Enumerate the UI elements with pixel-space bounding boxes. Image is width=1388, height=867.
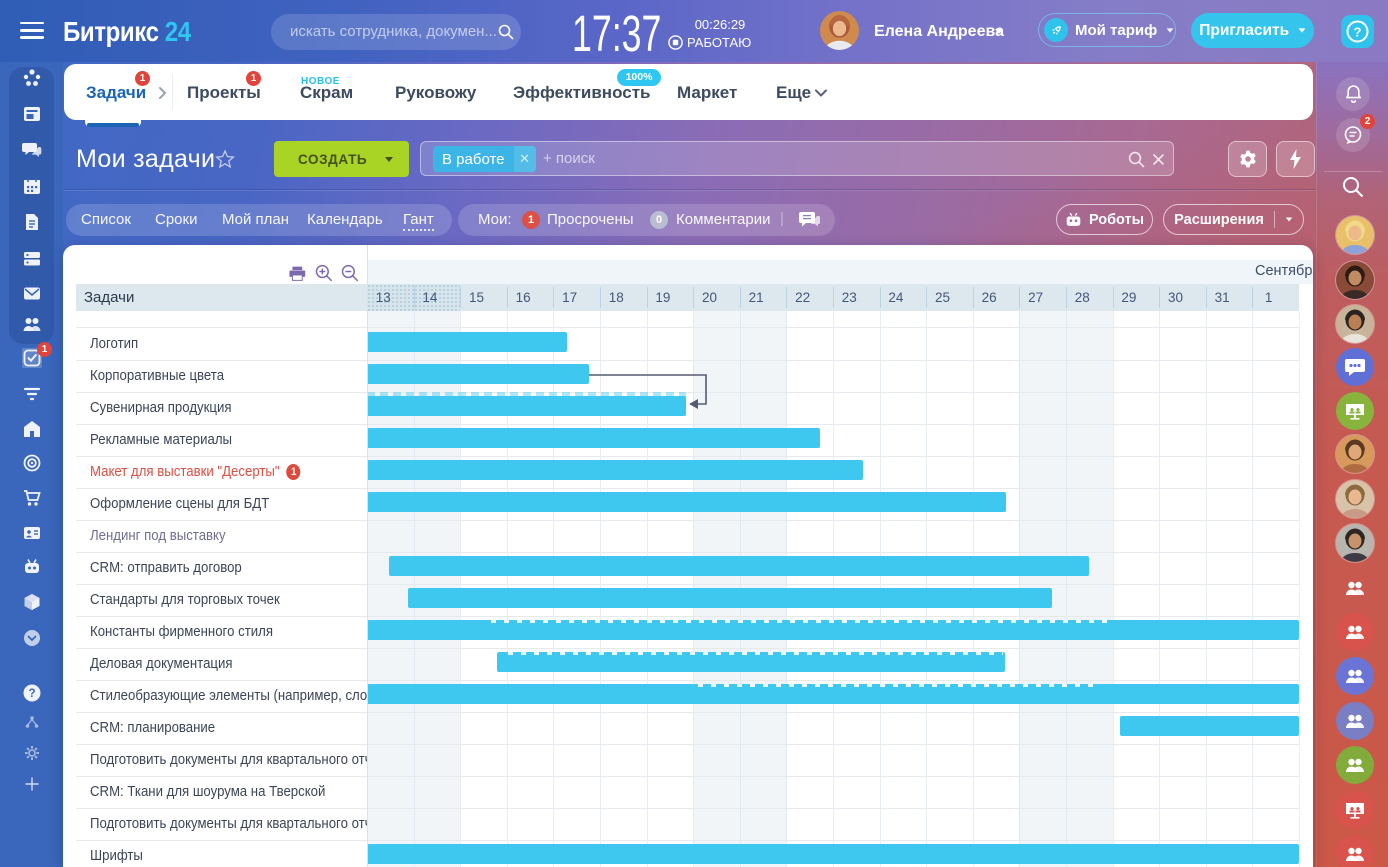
svg-text:?: ? xyxy=(1354,25,1362,40)
svg-text:?: ? xyxy=(28,688,35,700)
